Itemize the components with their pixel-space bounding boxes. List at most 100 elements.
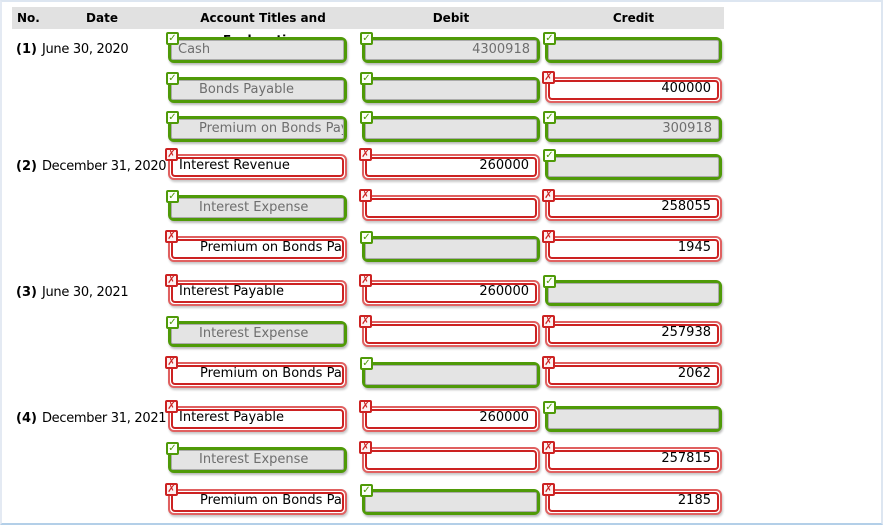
debit-field: ✓ <box>360 231 540 262</box>
debit-value[interactable] <box>365 198 537 218</box>
journal-row: ✗ Interest Revenue ✗ 260000 ✓ <box>2 148 881 180</box>
x-icon: ✗ <box>542 230 555 243</box>
col-header-credit: Credit <box>612 11 655 25</box>
entry-number: (1) <box>16 42 37 57</box>
account-field: ✓ Premium on Bonds Payable <box>166 111 347 142</box>
x-icon: ✗ <box>542 315 555 328</box>
check-icon: ✓ <box>543 32 556 45</box>
credit-field: ✓ <box>543 275 722 306</box>
entry-date: December 31, 2021 <box>41 411 167 426</box>
check-icon: ✓ <box>166 442 179 455</box>
debit-value <box>365 239 537 259</box>
check-icon: ✓ <box>166 32 179 45</box>
credit-value: 300918 <box>548 119 719 139</box>
col-header-account: Account Titles and Explanation <box>200 11 326 47</box>
table-header <box>12 7 724 29</box>
check-icon: ✓ <box>360 484 373 497</box>
debit-value: 4300918 <box>365 40 537 60</box>
check-icon: ✓ <box>166 72 179 85</box>
credit-value[interactable]: 2062 <box>548 365 719 385</box>
col-header-debit: Debit <box>432 11 470 25</box>
journal-row: ✓ Interest Expense ✗ ✗ 257815 <box>2 441 881 473</box>
credit-field[interactable]: ✗ 400000 <box>542 71 722 103</box>
journal-row: ✓ Interest Expense ✗ ✗ 258055 <box>2 189 881 221</box>
entry-label-1: (1) June 30, 2020 <box>16 42 129 58</box>
x-icon: ✗ <box>165 483 178 496</box>
account-value: Interest Expense <box>171 324 344 344</box>
journal-row: ✗ Interest Payable ✗ 260000 ✓ <box>2 400 881 432</box>
debit-value[interactable]: 260000 <box>365 283 537 303</box>
journal-row: ✓ Bonds Payable ✓ ✗ 400000 <box>2 71 881 103</box>
debit-field[interactable]: ✗ 260000 <box>359 274 540 306</box>
account-value: Premium on Bonds Payable <box>171 119 344 139</box>
credit-field: ✓ <box>543 32 722 63</box>
debit-field[interactable]: ✗ 260000 <box>359 400 540 432</box>
x-icon: ✗ <box>165 230 178 243</box>
debit-value[interactable] <box>365 450 537 470</box>
journal-row: ✗ Premium on Bonds Payable ✓ ✗ 2185 <box>2 483 881 515</box>
debit-value <box>365 365 537 385</box>
x-icon: ✗ <box>542 189 555 202</box>
credit-value <box>548 283 719 303</box>
credit-field[interactable]: ✗ 257815 <box>542 441 722 473</box>
credit-field[interactable]: ✗ 258055 <box>542 189 722 221</box>
credit-field: ✓ 300918 <box>543 111 722 142</box>
account-value[interactable]: Interest Payable <box>171 283 344 303</box>
credit-value[interactable]: 400000 <box>548 80 719 100</box>
debit-value <box>365 492 537 512</box>
account-field[interactable]: ✗ Interest Revenue <box>165 148 347 180</box>
credit-value[interactable]: 2185 <box>548 492 719 512</box>
credit-field[interactable]: ✗ 257938 <box>542 315 722 347</box>
account-value[interactable]: Interest Payable <box>171 409 344 429</box>
account-value: Interest Expense <box>171 450 344 470</box>
debit-field: ✓ <box>360 111 540 142</box>
account-value[interactable]: Premium on Bonds Payable <box>171 365 344 385</box>
debit-field[interactable]: ✗ 260000 <box>359 148 540 180</box>
debit-value[interactable] <box>365 324 537 344</box>
debit-field: ✓ 4300918 <box>360 32 540 63</box>
credit-value[interactable]: 257815 <box>548 450 719 470</box>
debit-field[interactable]: ✗ <box>359 441 540 473</box>
debit-value <box>365 80 537 100</box>
entry-label-4: (4) December 31, 2021 <box>16 411 167 427</box>
x-icon: ✗ <box>359 189 372 202</box>
entry-number: (2) <box>16 159 37 174</box>
account-field: ✓ Interest Expense <box>166 442 347 473</box>
check-icon: ✓ <box>360 111 373 124</box>
credit-field[interactable]: ✗ 2062 <box>542 356 722 388</box>
account-field[interactable]: ✗ Premium on Bonds Payable <box>165 356 347 388</box>
journal-row: ✓ Cash ✓ 4300918 ✓ <box>2 32 881 63</box>
credit-value[interactable]: 257938 <box>548 324 719 344</box>
check-icon: ✓ <box>166 316 179 329</box>
account-value[interactable]: Interest Revenue <box>171 157 344 177</box>
account-field[interactable]: ✗ Interest Payable <box>165 274 347 306</box>
x-icon: ✗ <box>359 148 372 161</box>
journal-row: ✓ Premium on Bonds Payable ✓ ✓ 300918 <box>2 111 881 142</box>
credit-value[interactable]: 258055 <box>548 198 719 218</box>
account-field[interactable]: ✗ Premium on Bonds Payable <box>165 483 347 515</box>
account-value[interactable]: Premium on Bonds Payable <box>171 492 344 512</box>
x-icon: ✗ <box>542 483 555 496</box>
account-value[interactable]: Premium on Bonds Payable <box>171 239 344 259</box>
account-field[interactable]: ✗ Interest Payable <box>165 400 347 432</box>
entry-date: June 30, 2021 <box>41 285 129 300</box>
debit-value[interactable]: 260000 <box>365 157 537 177</box>
col-header-no: No. <box>17 11 40 25</box>
debit-field[interactable]: ✗ <box>359 189 540 221</box>
check-icon: ✓ <box>543 275 556 288</box>
account-value: Cash <box>171 40 344 60</box>
credit-value[interactable]: 1945 <box>548 239 719 259</box>
debit-value[interactable]: 260000 <box>365 409 537 429</box>
credit-value <box>548 40 719 60</box>
credit-field[interactable]: ✗ 1945 <box>542 230 722 262</box>
account-field[interactable]: ✗ Premium on Bonds Payable <box>165 230 347 262</box>
credit-value <box>548 409 719 429</box>
account-field: ✓ Interest Expense <box>166 190 347 221</box>
credit-field[interactable]: ✗ 2185 <box>542 483 722 515</box>
account-field: ✓ Bonds Payable <box>166 72 347 103</box>
x-icon: ✗ <box>359 441 372 454</box>
debit-field[interactable]: ✗ <box>359 315 540 347</box>
debit-field: ✓ <box>360 484 540 515</box>
account-value: Interest Expense <box>171 198 344 218</box>
x-icon: ✗ <box>542 441 555 454</box>
